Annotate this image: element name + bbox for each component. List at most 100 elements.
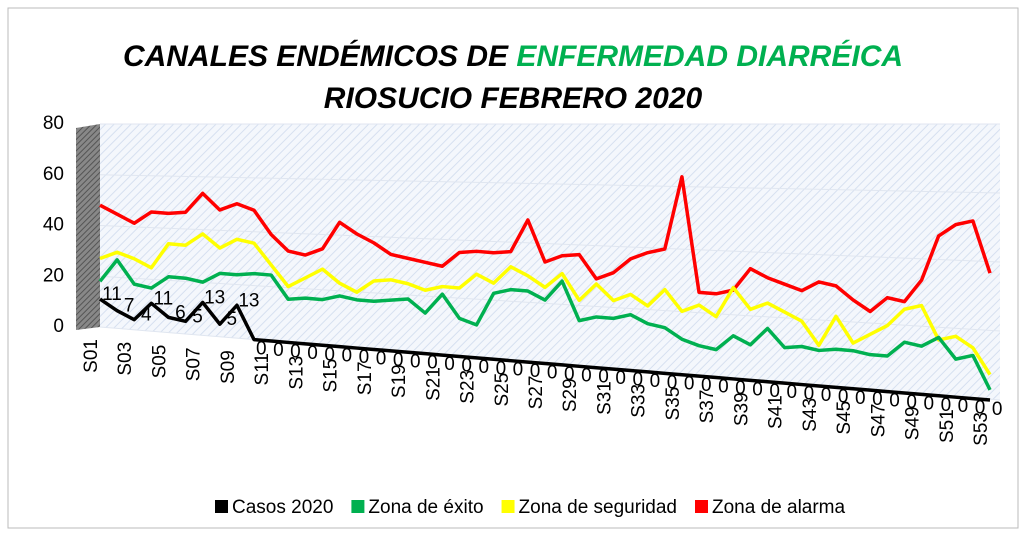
series-line bbox=[99, 232, 992, 376]
x-tick-label: S45 bbox=[834, 401, 855, 435]
data-label: 0 bbox=[821, 385, 832, 406]
x-tick-label: S49 bbox=[903, 406, 924, 440]
y-tick-label: 20 bbox=[43, 265, 64, 286]
x-tick-label: S03 bbox=[115, 342, 136, 376]
data-label: 0 bbox=[376, 348, 387, 369]
legend-label: Casos 2020 bbox=[232, 497, 333, 518]
data-label: 0 bbox=[324, 344, 335, 365]
data-label: 0 bbox=[530, 361, 541, 382]
x-tick-label: S51 bbox=[937, 409, 958, 443]
data-label: 0 bbox=[581, 365, 592, 386]
x-tick-label: S25 bbox=[492, 373, 513, 407]
data-label: 0 bbox=[735, 378, 746, 399]
legend-swatch bbox=[351, 500, 365, 513]
x-tick-label: S41 bbox=[766, 395, 787, 429]
series-line bbox=[99, 175, 992, 314]
data-label: 0 bbox=[769, 381, 780, 402]
y-tick-label: 80 bbox=[43, 113, 64, 134]
data-label: 0 bbox=[615, 368, 626, 389]
data-label: 0 bbox=[393, 350, 404, 371]
data-label: 11 bbox=[153, 288, 173, 309]
data-label: 0 bbox=[342, 346, 353, 367]
data-label: 11 bbox=[102, 284, 122, 305]
data-label: 0 bbox=[256, 339, 267, 360]
x-tick-label: S27 bbox=[526, 376, 547, 410]
data-label: 0 bbox=[547, 363, 558, 384]
data-label: 0 bbox=[598, 367, 609, 388]
data-label: 0 bbox=[718, 377, 729, 398]
data-label: 0 bbox=[513, 360, 524, 381]
x-tick-label: S05 bbox=[149, 345, 170, 379]
data-label: 0 bbox=[427, 353, 438, 374]
chart-title: CANALES ENDÉMICOS DE ENFERMEDAD DIARRÉIC… bbox=[123, 39, 903, 73]
data-label: 0 bbox=[975, 398, 986, 419]
x-tick-label: S35 bbox=[663, 387, 684, 421]
x-tick-label: S43 bbox=[800, 398, 821, 432]
data-label: 0 bbox=[667, 372, 678, 393]
data-label: 0 bbox=[855, 388, 866, 409]
data-label: 0 bbox=[958, 396, 969, 417]
data-label: 5 bbox=[192, 306, 203, 327]
chart-subtitle: RIOSUCIO FEBRERO 2020 bbox=[324, 82, 703, 115]
x-tick-label: S15 bbox=[321, 359, 342, 393]
legend-swatch bbox=[501, 500, 515, 513]
y-tick-label: 40 bbox=[43, 215, 64, 236]
data-label: 0 bbox=[273, 340, 284, 361]
series-line bbox=[98, 258, 992, 391]
data-label: 0 bbox=[804, 384, 815, 405]
data-label: 0 bbox=[992, 399, 1003, 420]
data-label: 0 bbox=[872, 389, 883, 410]
grid-line bbox=[99, 174, 1001, 194]
data-label: 0 bbox=[838, 386, 849, 407]
grid-line bbox=[99, 225, 1001, 263]
data-label: 0 bbox=[359, 347, 370, 368]
grid-line bbox=[99, 275, 1001, 332]
data-label: 0 bbox=[752, 379, 763, 400]
x-tick-label: S33 bbox=[629, 384, 650, 418]
x-tick-label: S11 bbox=[252, 353, 273, 385]
data-label: 0 bbox=[632, 370, 643, 391]
legend-label: Zona de éxito bbox=[368, 497, 483, 518]
data-label: 0 bbox=[941, 395, 952, 416]
data-label: 13 bbox=[238, 290, 259, 311]
x-tick-label: S09 bbox=[218, 350, 239, 384]
x-tick-label: S23 bbox=[458, 370, 479, 404]
data-label: 5 bbox=[227, 309, 238, 330]
side-wall bbox=[76, 124, 100, 330]
data-label: 0 bbox=[650, 371, 661, 392]
x-tick-label: S19 bbox=[389, 364, 410, 398]
x-tick-label: S29 bbox=[560, 378, 581, 412]
data-label: 0 bbox=[889, 391, 900, 412]
data-label: 0 bbox=[290, 341, 301, 362]
data-label: 0 bbox=[684, 374, 695, 395]
x-tick-label: S01 bbox=[81, 339, 102, 373]
x-tick-label: S39 bbox=[731, 392, 752, 426]
x-tick-label: S53 bbox=[971, 412, 992, 446]
x-tick-label: S07 bbox=[184, 347, 205, 381]
data-label: 0 bbox=[461, 355, 472, 376]
legend: Casos 2020 Zona de éxito Zona de seguridad… bbox=[215, 497, 846, 518]
data-label: 13 bbox=[204, 287, 225, 308]
legend-label: Zona de alarma bbox=[712, 497, 846, 518]
data-label: 6 bbox=[175, 302, 186, 323]
x-tick-label: S31 bbox=[594, 381, 615, 415]
legend-swatch bbox=[695, 500, 708, 513]
x-tick-label: S47 bbox=[868, 404, 889, 438]
legend-swatch bbox=[215, 500, 228, 513]
y-tick-label: 60 bbox=[43, 164, 64, 185]
legend-label: Zona de seguridad bbox=[519, 497, 677, 518]
data-label: 0 bbox=[923, 393, 934, 414]
data-label: 0 bbox=[444, 354, 455, 375]
x-tick-label: S37 bbox=[697, 390, 718, 424]
data-label: 0 bbox=[701, 375, 712, 396]
x-tick-label: S13 bbox=[286, 356, 307, 390]
y-tick-label: 0 bbox=[53, 316, 64, 337]
data-label: 0 bbox=[564, 364, 575, 385]
x-tick-label: S21 bbox=[423, 367, 444, 401]
data-label: 0 bbox=[478, 357, 489, 378]
data-label: 0 bbox=[410, 351, 421, 372]
data-label: 4 bbox=[141, 305, 152, 326]
data-label: 0 bbox=[787, 382, 798, 403]
series-line bbox=[99, 297, 991, 402]
